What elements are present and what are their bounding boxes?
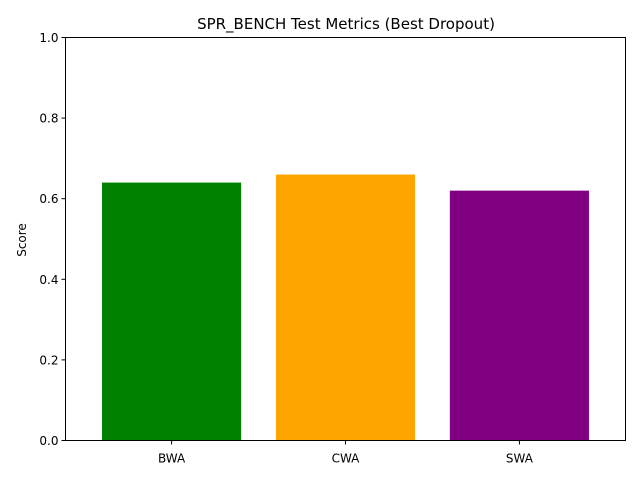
bar-bwa [102, 182, 242, 441]
bar-swa [449, 190, 589, 441]
y-axis-ticks: 0.0 0.2 0.4 0.6 0.8 1.0 [39, 31, 66, 448]
chart-title: SPR_BENCH Test Metrics (Best Dropout) [197, 15, 495, 34]
x-tick-label: BWA [158, 452, 186, 466]
y-tick-label: 0.0 [39, 434, 58, 448]
y-tick-label: 0.8 [39, 112, 58, 126]
x-tick-label: CWA [332, 452, 361, 466]
y-tick-label: 0.4 [39, 273, 58, 287]
bar-cwa [275, 174, 416, 441]
y-tick-label: 0.6 [39, 192, 58, 206]
x-axis-ticks: BWA CWA SWA [158, 440, 534, 466]
y-tick-label: 1.0 [39, 31, 58, 45]
bars-group [102, 174, 589, 441]
x-tick-label: SWA [506, 452, 534, 466]
y-tick-label: 0.2 [39, 353, 58, 367]
y-axis-label: Score [15, 223, 29, 257]
